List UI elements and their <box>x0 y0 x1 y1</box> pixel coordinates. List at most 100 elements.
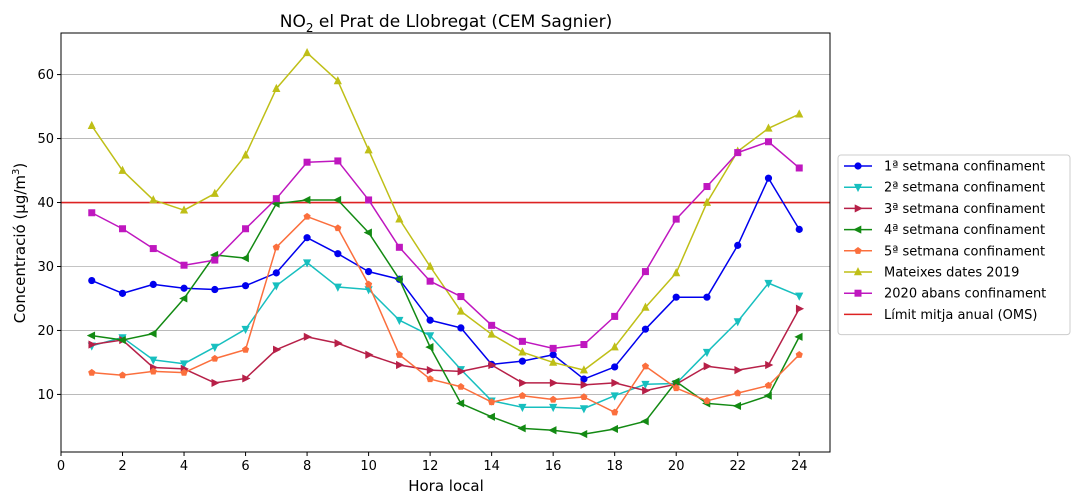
data-point <box>765 360 774 370</box>
legend-item: 2020 abans confinament <box>844 287 1046 302</box>
data-point <box>672 384 680 392</box>
series-line <box>91 177 800 380</box>
data-point <box>272 83 281 92</box>
data-point <box>395 243 403 251</box>
data-point <box>641 268 649 276</box>
data-point <box>241 150 250 159</box>
data-point <box>764 123 773 132</box>
series-layer <box>86 47 805 439</box>
data-point <box>211 354 219 362</box>
legend-item: 3ª setmana confinament <box>844 202 1045 217</box>
x-tick-label: 18 <box>606 459 623 474</box>
x-tick-label: 8 <box>303 459 311 474</box>
legend-item: 4ª setmana confinament <box>844 223 1045 238</box>
legend-item: 2ª setmana confinament <box>844 181 1045 196</box>
data-point <box>457 382 465 390</box>
data-point <box>332 195 342 205</box>
data-point <box>734 366 743 375</box>
data-point <box>363 228 372 237</box>
data-point <box>702 197 712 206</box>
data-point <box>365 196 373 204</box>
data-point <box>457 367 466 376</box>
data-point <box>579 365 589 374</box>
data-point <box>394 275 403 284</box>
data-point <box>179 360 189 369</box>
x-tick-label: 24 <box>791 459 808 474</box>
y-tick-label: 30 <box>37 260 54 275</box>
data-point <box>486 412 495 421</box>
data-point <box>641 362 650 370</box>
data-point <box>456 399 465 408</box>
data-point <box>149 195 158 204</box>
data-point <box>702 348 712 358</box>
legend-label: 2020 abans confinament <box>884 287 1046 302</box>
data-point <box>671 377 680 386</box>
data-point <box>334 157 342 165</box>
series-line <box>91 261 800 410</box>
data-point <box>242 225 250 233</box>
data-point <box>365 280 373 288</box>
data-point <box>795 350 803 358</box>
data-point <box>549 403 558 413</box>
data-point <box>703 362 712 371</box>
x-tick-label: 0 <box>57 459 65 474</box>
data-point <box>303 212 311 220</box>
data-point <box>518 391 526 399</box>
y-axis-label-superscript: 3 <box>11 169 22 175</box>
data-point <box>703 397 711 404</box>
data-point <box>272 243 280 251</box>
data-point <box>795 109 804 118</box>
data-point <box>549 378 559 387</box>
data-point <box>426 366 435 375</box>
data-point <box>854 289 862 297</box>
data-point <box>334 224 342 232</box>
y-axis-label-main: Concentració (µg/m <box>11 175 29 323</box>
data-point <box>426 332 435 341</box>
data-point <box>241 282 250 290</box>
data-point <box>457 293 465 301</box>
y-tick-label: 40 <box>37 196 54 211</box>
data-point <box>853 225 862 234</box>
data-point <box>549 357 558 366</box>
x-tick-label: 14 <box>483 459 500 474</box>
data-point <box>672 293 680 301</box>
data-point <box>611 312 619 320</box>
data-point <box>272 269 280 277</box>
data-point <box>118 165 127 174</box>
data-point <box>764 174 773 182</box>
data-point <box>149 356 158 365</box>
data-point <box>549 344 557 352</box>
chart-title-rest: el Prat de Llobregat (CEM Sagnier) <box>314 12 613 32</box>
data-point <box>734 149 742 157</box>
data-point <box>395 350 403 358</box>
data-point <box>272 195 280 203</box>
data-point <box>211 256 219 264</box>
data-point <box>211 378 220 387</box>
data-point <box>488 321 496 329</box>
x-tick-label: 2 <box>118 459 126 474</box>
data-point <box>273 345 282 354</box>
series-1 <box>88 174 803 383</box>
data-point <box>86 331 96 340</box>
data-point <box>88 368 96 376</box>
data-point <box>149 245 157 253</box>
data-point <box>579 405 589 414</box>
data-point <box>425 343 434 352</box>
data-point <box>241 325 250 335</box>
legend-item: 5ª setmana confinament <box>844 244 1045 259</box>
data-point <box>395 316 404 326</box>
y-axis-label-end: ) <box>11 163 29 169</box>
x-tick-label: 22 <box>729 459 746 474</box>
data-point <box>241 345 250 353</box>
data-point <box>642 386 651 395</box>
data-point <box>795 292 804 301</box>
data-point <box>611 408 619 416</box>
data-point <box>795 304 805 313</box>
legend-label: 4ª setmana confinament <box>884 223 1045 238</box>
y-tick-label: 10 <box>37 388 54 403</box>
data-point <box>456 306 465 315</box>
data-point <box>487 329 496 338</box>
data-point <box>672 215 680 223</box>
data-point <box>549 395 557 403</box>
data-point <box>426 375 434 383</box>
